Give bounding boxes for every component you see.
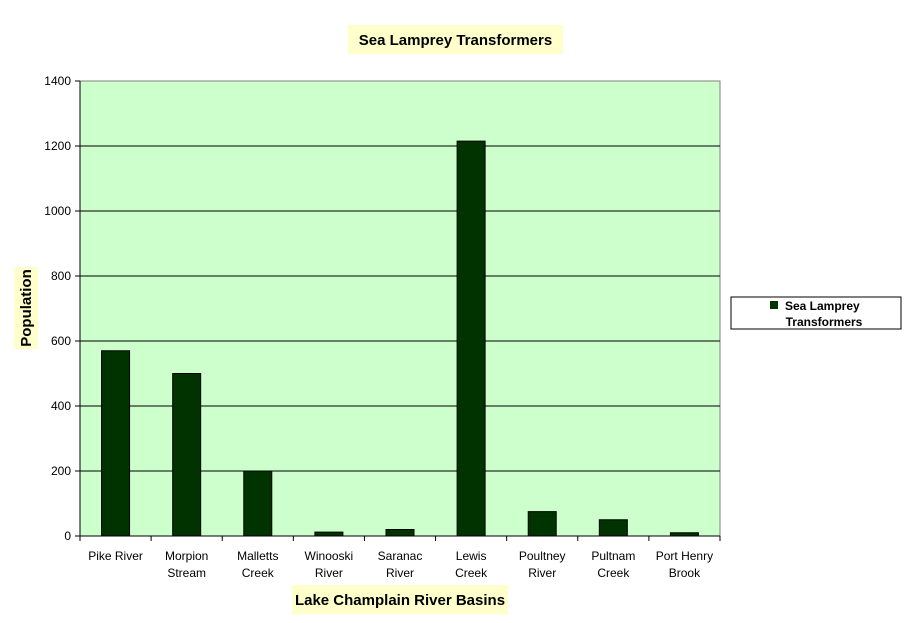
x-tick-label-line: Malletts [237,549,278,563]
x-tick-label-line: Poultney [519,549,566,563]
x-tick-label-line: Pike River [88,549,143,563]
x-tick-label: Winooski River [305,549,354,580]
x-axis-title: Lake Champlain River Basins [295,592,505,609]
x-tick-label-line: Brook [669,566,701,580]
y-tick-label: 600 [51,334,71,348]
x-tick-label-line: River [315,566,343,580]
x-tick-label-line: Port Henry [656,549,713,563]
x-tick-label-line: Creek [597,566,630,580]
x-tick-label-line: Saranac [378,549,423,563]
y-tick-label: 800 [51,269,71,283]
x-tick-label-line: Stream [167,566,206,580]
legend-label-line-2: Transformers [786,315,863,329]
y-tick-label: 1400 [44,74,71,88]
bar [385,529,415,537]
chart-title: Sea Lamprey Transformers [359,32,552,49]
y-tick-label: 1000 [44,204,71,218]
bar [243,470,273,537]
x-tick-label: Port Henry Brook [656,549,713,580]
x-tick-label-line: Winooski [305,549,354,563]
x-tick-label: Poultney River [519,549,566,580]
y-axis-title-group: Population [14,267,38,349]
x-tick-label-line: Pultnam [591,549,635,563]
y-axis-ticks: 0 200 400 600 800 1000 1200 1400 [44,74,80,543]
x-tick-label-line: River [528,566,556,580]
legend-label: Sea Lamprey Transformers [785,299,863,329]
x-tick-label: Pultnam Creek [591,549,635,580]
x-axis-title-group: Lake Champlain River Basins [292,585,508,614]
x-axis-title-background [292,585,508,614]
x-tick-label: Saranac River [378,549,423,580]
x-tick-label-line: Lewis [456,549,487,563]
x-tick-label-line: Creek [455,566,488,580]
bars [101,140,699,537]
x-tick-label: Malletts Creek [237,549,278,580]
x-tick-label: Morpion Stream [165,549,208,580]
y-tick-label: 1200 [44,139,71,153]
bar [527,511,557,537]
y-axis-title-background [14,267,38,349]
x-tick-label: Pike River [88,549,143,563]
legend-label-line-1: Sea Lamprey [785,299,860,313]
x-tick-label-line: River [386,566,414,580]
chart-title-group: Sea Lamprey Transformers [348,25,563,54]
x-tick-label-line: Morpion [165,549,208,563]
chart-title-background [348,25,563,54]
legend-swatch [770,301,778,309]
bar [172,373,202,537]
y-tick-label: 0 [64,529,71,543]
x-axis-ticks: Pike River Morpion Stream Malletts Creek Wino… [79,536,721,580]
y-axis-title: Population [18,269,35,347]
bar [314,531,344,537]
bar [598,519,628,537]
x-tick-label-line: Creek [242,566,275,580]
bar [101,350,131,537]
legend-box [730,296,902,330]
y-tick-label: 400 [51,399,71,413]
bar [456,140,486,537]
y-tick-label: 200 [51,464,71,478]
legend: Sea Lamprey Transformers [730,296,902,330]
x-tick-label: Lewis Creek [455,549,488,580]
